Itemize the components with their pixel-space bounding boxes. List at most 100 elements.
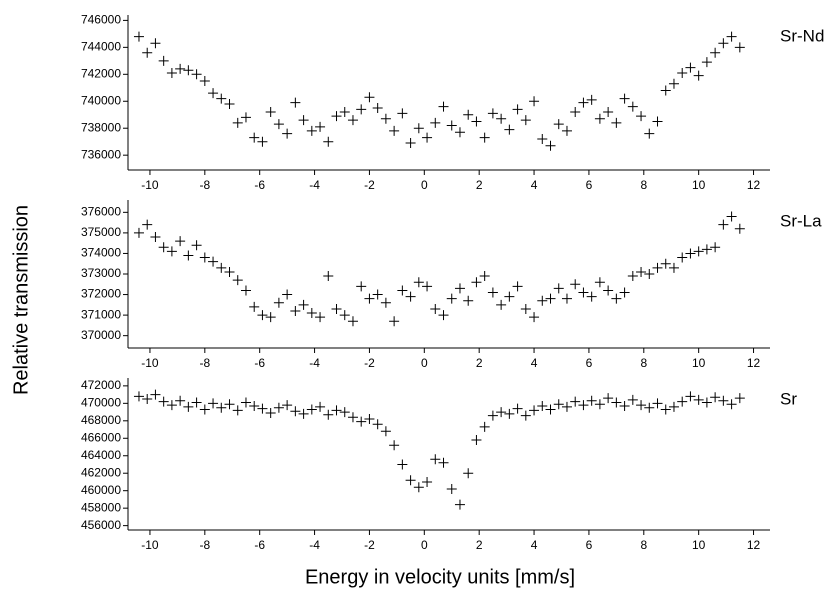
data-point	[265, 107, 276, 118]
data-point	[339, 107, 350, 118]
data-point	[685, 391, 696, 402]
data-point	[570, 107, 581, 118]
data-point	[479, 132, 490, 143]
data-point	[701, 244, 712, 255]
data-point	[668, 78, 679, 89]
data-point	[265, 407, 276, 418]
data-point	[290, 406, 301, 417]
data-point	[446, 483, 457, 494]
data-point	[594, 277, 605, 288]
data-point	[142, 393, 153, 404]
data-point	[339, 310, 350, 321]
data-point	[496, 113, 507, 124]
data-point	[380, 297, 391, 308]
data-point	[273, 119, 284, 130]
data-point	[372, 289, 383, 300]
x-tick-label: 4	[531, 356, 538, 370]
data-point	[545, 293, 556, 304]
data-point	[150, 38, 161, 49]
data-point	[520, 115, 531, 126]
data-point	[446, 120, 457, 131]
y-tick-label: 373000	[81, 266, 121, 280]
data-point	[183, 250, 194, 261]
x-tick-label: -6	[254, 178, 265, 192]
data-point	[290, 97, 301, 108]
y-tick-label: 374000	[81, 246, 121, 260]
data-point	[644, 402, 655, 413]
data-point	[471, 435, 482, 446]
data-point	[636, 400, 647, 411]
data-point	[158, 396, 169, 407]
data-point	[454, 499, 465, 510]
data-point	[405, 291, 416, 302]
data-point	[438, 101, 449, 112]
data-point	[216, 93, 227, 104]
data-point	[693, 70, 704, 81]
data-point	[323, 271, 334, 282]
data-point	[133, 31, 144, 42]
panel-label: Sr-La	[780, 211, 822, 230]
x-tick-label: 2	[476, 178, 483, 192]
data-point	[413, 277, 424, 288]
data-point	[454, 283, 465, 294]
data-point	[199, 252, 210, 263]
data-point	[603, 107, 614, 118]
x-tick-label: -6	[254, 538, 265, 552]
data-point	[199, 404, 210, 415]
data-point	[323, 136, 334, 147]
data-point	[710, 392, 721, 403]
x-tick-label: 4	[531, 538, 538, 552]
x-tick-label: 6	[586, 538, 593, 552]
x-tick-label: 10	[692, 178, 706, 192]
data-point	[685, 248, 696, 259]
data-point	[224, 266, 235, 277]
data-point	[175, 63, 186, 74]
data-point	[208, 398, 219, 409]
data-point	[734, 42, 745, 53]
data-point	[249, 301, 260, 312]
data-point	[224, 399, 235, 410]
data-point	[339, 407, 350, 418]
x-tick-label: -10	[141, 178, 159, 192]
data-point	[166, 67, 177, 78]
data-point	[298, 299, 309, 310]
data-point	[142, 219, 153, 230]
y-tick-label: 464000	[81, 448, 121, 462]
data-point	[726, 211, 737, 222]
data-point	[668, 401, 679, 412]
data-point	[191, 240, 202, 251]
data-point	[652, 116, 663, 127]
data-point	[422, 132, 433, 143]
y-tick-label: 746000	[81, 13, 121, 27]
data-point	[561, 293, 572, 304]
data-point	[372, 419, 383, 430]
data-point	[380, 426, 391, 437]
data-point	[175, 236, 186, 247]
data-point	[471, 116, 482, 127]
x-tick-label: -10	[141, 538, 159, 552]
x-tick-label: -8	[199, 356, 210, 370]
data-point	[166, 246, 177, 257]
data-point	[685, 62, 696, 73]
data-point	[545, 404, 556, 415]
data-point	[150, 232, 161, 242]
data-point	[347, 316, 358, 327]
panel-label: Sr	[780, 389, 797, 408]
data-point	[718, 219, 729, 230]
y-tick-label: 456000	[81, 518, 121, 532]
y-tick-label: 738000	[81, 120, 121, 134]
data-point	[512, 403, 523, 414]
x-tick-label: -4	[309, 178, 320, 192]
y-tick-label: 744000	[81, 40, 121, 54]
data-point	[504, 291, 515, 302]
data-point	[570, 396, 581, 407]
data-point	[627, 271, 638, 282]
data-point	[298, 408, 309, 419]
x-tick-label: -4	[309, 356, 320, 370]
data-point	[315, 312, 326, 323]
x-tick-label: 8	[640, 356, 647, 370]
data-point	[438, 457, 449, 468]
y-axis-label: Relative transmission	[10, 205, 32, 395]
x-tick-label: 10	[692, 538, 706, 552]
